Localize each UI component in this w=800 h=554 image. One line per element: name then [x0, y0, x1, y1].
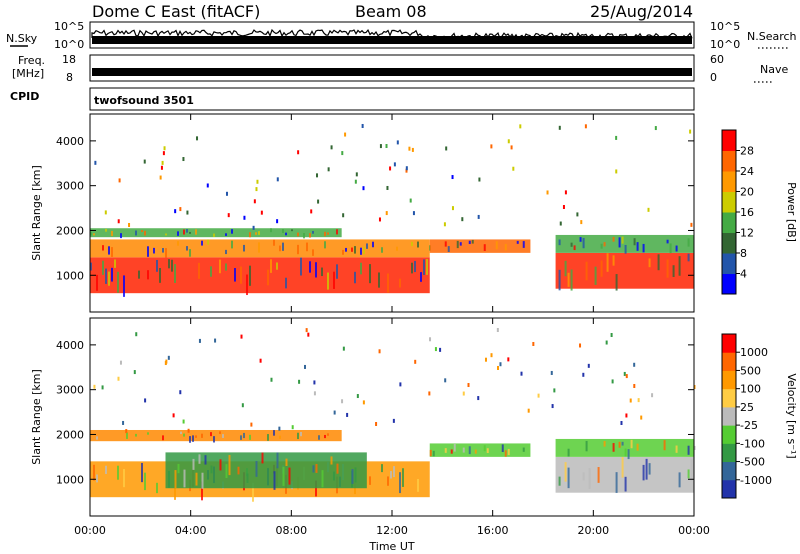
beam-title: Beam 08 — [355, 2, 427, 21]
time-tick-label: 16:00 — [477, 524, 509, 537]
station-title: Dome C East (fitACF) — [92, 2, 260, 21]
velocity-colorbar-swatch — [722, 461, 736, 481]
date-title: 25/Aug/2014 — [590, 2, 693, 21]
velocity-band-4 — [555, 456, 694, 493]
nsky-trace — [91, 28, 693, 44]
freq-tick-top: 18 — [62, 53, 76, 66]
power-colorbar-tick: 24 — [740, 165, 754, 178]
power-ytick: 3000 — [56, 180, 84, 193]
time-tick-label: 00:00 — [678, 524, 710, 537]
velocity-colorbar-swatch — [722, 352, 736, 371]
nave-tick-top: 60 — [710, 53, 724, 66]
power-colorbar-swatch — [722, 253, 736, 274]
velocity-colorbar-swatch — [722, 370, 736, 390]
power-colorbar-swatch — [722, 150, 736, 172]
velocity-colorbar-tick: -25 — [740, 419, 758, 432]
velocity-band-2 — [90, 429, 342, 443]
nsky-tick-bottom: 10^0 — [54, 38, 84, 51]
power-band-0 — [90, 257, 430, 297]
nsearch-label: N.Search — [747, 30, 797, 43]
power-ytick: 2000 — [56, 224, 84, 237]
velocity-band-5 — [555, 438, 696, 460]
velocity-colorbar-tick: -100 — [740, 437, 765, 450]
velocity-colorbar-tick: -1000 — [740, 474, 772, 487]
power-colorbar-swatch — [722, 212, 736, 233]
velocity-colorbar: 1000 500 100 25 -25 -100 -500 -1000 Velocity [m … — [721, 333, 798, 499]
power-panel: 1000 2000 3000 4000 Slant Range [km] — [30, 113, 695, 313]
velocity-colorbar-tick: 500 — [740, 364, 761, 377]
velocity-band-1 — [165, 452, 367, 490]
velocity-colorbar-tick: 100 — [740, 383, 761, 396]
time-tick-label: 20:00 — [577, 524, 609, 537]
freq-label: Freq. — [18, 54, 45, 67]
nave-label: Nave — [760, 63, 788, 76]
power-colorbar: 4 8 12 16 20 24 28 Power [dB] — [721, 129, 798, 295]
velocity-colorbar-swatch — [722, 334, 736, 353]
power-colorbar-tick: 16 — [740, 206, 754, 219]
velocity-ylabel: Slant Range [km] — [30, 369, 43, 465]
power-colorbar-tick: 4 — [740, 268, 747, 281]
power-band-2 — [90, 228, 342, 239]
freq-trace — [92, 68, 692, 76]
power-scatter — [94, 123, 693, 230]
power-ytick: 1000 — [56, 269, 84, 282]
velocity-ytick: 2000 — [56, 428, 84, 441]
velocity-ytick: 1000 — [56, 473, 84, 486]
time-tick-label: 00:00 — [74, 524, 106, 537]
power-band-3 — [429, 239, 531, 253]
velocity-colorbar-swatch — [722, 443, 736, 463]
power-colorbar-tick: 12 — [740, 227, 754, 240]
velocity-band-3 — [429, 443, 531, 457]
power-colorbar-tick: 20 — [740, 186, 754, 199]
nsearch-tick-bottom: 10^0 — [710, 38, 740, 51]
power-colorbar-tick: 28 — [740, 145, 754, 158]
nsky-label: N.Sky — [6, 32, 38, 45]
velocity-colorbar-swatch — [722, 388, 736, 408]
velocity-colorbar-swatch — [722, 425, 736, 444]
nave-tick-bottom: 0 — [710, 71, 717, 84]
velocity-colorbar-label: Velocity [m s⁻¹] — [785, 373, 798, 458]
time-axis-ticks: 00:00 04:00 08:00 12:00 16:00 20:00 00:00 — [74, 524, 710, 537]
freq-strip-frame — [89, 54, 695, 82]
velocity-ytick: 4000 — [56, 339, 84, 352]
power-colorbar-swatch — [722, 130, 736, 151]
power-colorbar-swatch — [722, 273, 736, 295]
velocity-colorbar-tick: 25 — [740, 401, 754, 414]
time-tick-label: 04:00 — [175, 524, 207, 537]
time-tick-label: 08:00 — [275, 524, 307, 537]
power-colorbar-tick: 8 — [740, 247, 747, 260]
time-tick-label: 12:00 — [376, 524, 408, 537]
power-colorbar-swatch — [722, 171, 736, 192]
nsearch-tick-top: 10^5 — [710, 20, 740, 33]
freq-unit: [MHz] — [12, 67, 44, 80]
time-axis-label: Time UT — [368, 540, 414, 553]
freq-tick-bottom: 8 — [66, 71, 73, 84]
power-ytick: 4000 — [56, 135, 84, 148]
cpid-value: twofsound 3501 — [94, 94, 194, 107]
cpid-strip-frame — [89, 87, 695, 111]
velocity-colorbar-tick: -500 — [740, 456, 765, 469]
velocity-panel: 1000 2000 3000 4000 Slant Range [km] — [30, 317, 696, 517]
power-colorbar-swatch — [722, 232, 736, 254]
power-colorbar-label: Power [dB] — [785, 182, 798, 242]
nsky-tick-top: 10^5 — [54, 20, 84, 33]
power-ylabel: Slant Range [km] — [30, 165, 43, 261]
velocity-colorbar-tick: 1000 — [740, 346, 768, 359]
velocity-colorbar-swatch — [722, 479, 736, 499]
power-band-1 — [90, 239, 431, 258]
power-colorbar-swatch — [722, 191, 736, 213]
nsky-strip-frame — [89, 21, 695, 49]
power-band-4 — [555, 252, 694, 291]
power-band-5 — [555, 234, 694, 254]
cpid-label: CPID — [10, 90, 39, 103]
velocity-ytick: 3000 — [56, 384, 84, 397]
velocity-colorbar-swatch — [722, 406, 736, 426]
